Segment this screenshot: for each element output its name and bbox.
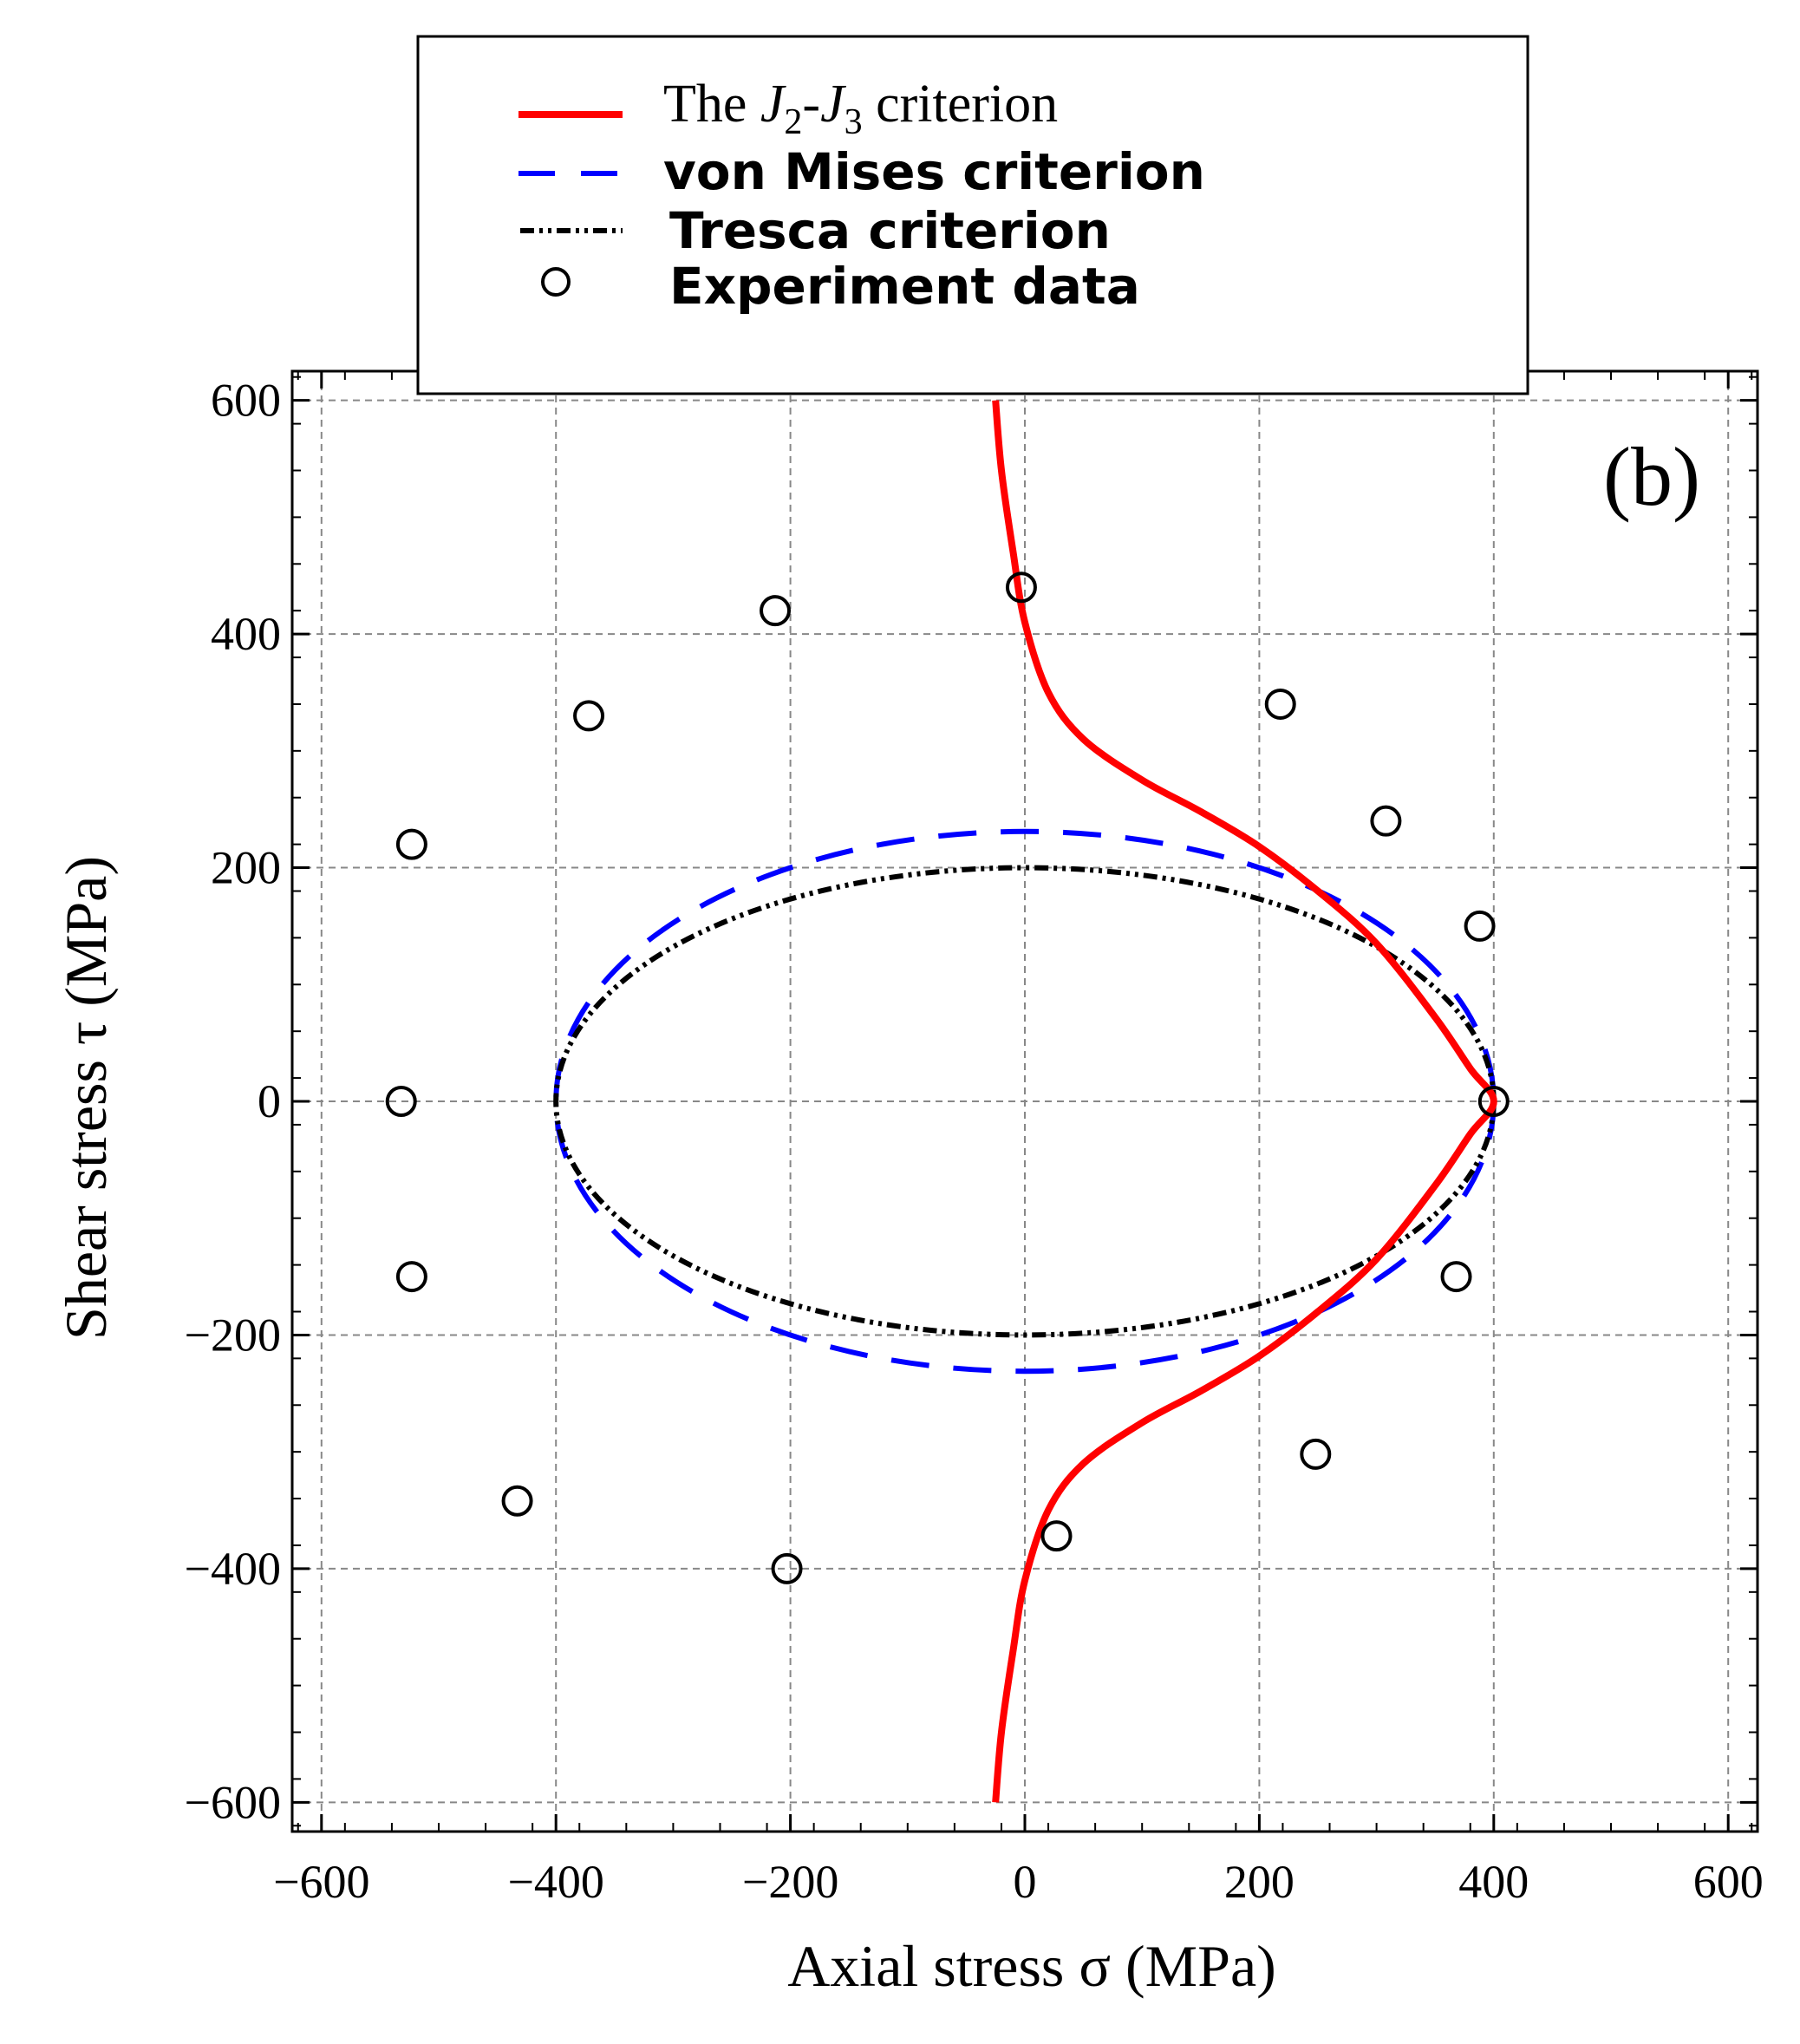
grid: [292, 371, 1758, 1832]
experiment-point: [1440, 1261, 1472, 1293]
y-tick-label: −400: [185, 1543, 281, 1595]
experiment-point: [1005, 571, 1037, 604]
x-tick-label: 0: [1014, 1856, 1037, 1908]
j2-j3-curve: [992, 400, 1497, 1803]
experiment-point: [1464, 910, 1496, 942]
y-tick-label: −200: [185, 1309, 281, 1361]
curves: [553, 400, 1497, 1803]
x-tick-label: 600: [1693, 1856, 1764, 1908]
legend-j2j3-j1: J: [760, 75, 786, 134]
legend-box: [416, 35, 1529, 395]
experiment-point: [395, 828, 427, 860]
y-tick-label: 0: [258, 1075, 281, 1127]
legend-j2j3-dash: -: [802, 75, 820, 134]
legend-j2j3-suffix: criterion: [863, 75, 1059, 134]
experiment-point: [1300, 1438, 1332, 1470]
legend-j2j3-prefix: The: [663, 75, 760, 134]
ticks: −600 −400 −200 0 200 400 600 −600 −400 −200 0 200 40…: [185, 371, 1764, 1908]
legend-swatch-experiment: [541, 267, 571, 297]
x-tick-label: 400: [1458, 1856, 1529, 1908]
x-tick-label: −400: [507, 1856, 603, 1908]
legend-label-experiment: Experiment data: [669, 257, 1140, 316]
experiment-point: [501, 1485, 533, 1517]
experiment-point: [395, 1261, 427, 1293]
x-tick-label: −600: [273, 1856, 369, 1908]
legend-j2j3-sub2: 3: [845, 102, 863, 142]
experiment-point: [1040, 1520, 1073, 1552]
experiment-point: [1264, 688, 1296, 720]
legend-j2j3-sub1: 2: [784, 102, 802, 142]
experiment-point: [385, 1086, 417, 1117]
y-axis-title: Shear stress τ (MPa): [53, 856, 119, 1340]
x-axis-title: Axial stress σ (MPa): [787, 1933, 1276, 1999]
x-tick-label: 200: [1224, 1856, 1295, 1908]
legend: The J2-J3 criterion von Mises criterion …: [416, 35, 1529, 395]
experiment-point: [573, 700, 605, 732]
legend-j2j3-j2: J: [820, 75, 846, 134]
legend-label-j2j3: The J2-J3 criterion: [663, 75, 1058, 142]
panel-label: (b): [1603, 430, 1700, 523]
y-tick-label: −600: [185, 1776, 281, 1828]
y-tick-label: 600: [211, 375, 281, 427]
y-tick-label: 200: [211, 842, 281, 894]
experiment-point: [1370, 805, 1402, 837]
experiment-point: [771, 1552, 803, 1584]
y-tick-label: 400: [211, 608, 281, 660]
experiment-point: [1477, 1086, 1510, 1117]
experiment-points: [385, 571, 1510, 1584]
legend-label-mises: von Mises criterion: [663, 142, 1205, 201]
x-tick-label: −200: [742, 1856, 838, 1908]
legend-label-tresca: Tresca criterion: [669, 201, 1111, 260]
experiment-point: [760, 595, 792, 627]
